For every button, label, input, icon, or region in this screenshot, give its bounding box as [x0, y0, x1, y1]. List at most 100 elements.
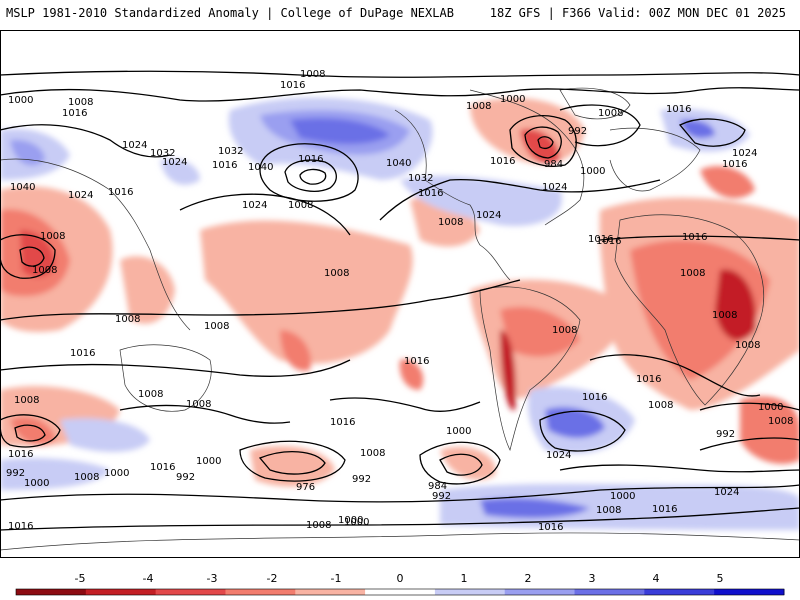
isobar: [258, 451, 326, 475]
positive-anomaly-area: [0, 458, 110, 490]
contour-label: 992: [176, 472, 195, 483]
coastline-greenland: [559, 87, 631, 120]
colorbar-tick-label: -1: [331, 572, 342, 585]
isobar: [699, 402, 800, 411]
contour-label: 1016: [330, 417, 355, 428]
contour-label: 1016: [404, 356, 429, 367]
positive-anomaly-area: [440, 483, 800, 530]
isobar: [0, 124, 171, 158]
contour-label: 1008: [68, 97, 93, 108]
contour-label: 1008: [438, 217, 463, 228]
contour-label: 1032: [150, 148, 175, 159]
contour-label: 1016: [636, 374, 661, 385]
colorbar-swatch: [85, 589, 157, 595]
positive-anomaly-area: [680, 119, 715, 139]
contour-label: 1008: [360, 448, 385, 459]
contour-label: 1016: [490, 156, 515, 167]
model-run-label: 18Z GFS | F366 Valid: 00Z MON DEC 01 202…: [489, 6, 786, 20]
anomaly-map[interactable]: 1008 1000 1016 1008 1024 1032 1024 1016 …: [0, 30, 800, 558]
map-title: MSLP 1981-2010 Standardized Anomaly | Co…: [6, 6, 454, 20]
contour-label: 1008: [74, 472, 99, 483]
contour-label: 1000: [24, 478, 49, 489]
coastline-australia: [119, 344, 212, 412]
colorbar-swatch: [714, 589, 785, 595]
contour-label: 992: [432, 491, 451, 502]
contour-label: 1016: [682, 232, 707, 243]
contour-label: 1000: [446, 426, 471, 437]
isobar: [559, 104, 641, 147]
positive-anomaly-area: [160, 158, 200, 185]
contour-label: 1008: [300, 69, 325, 80]
colorbar-swatch: [295, 589, 366, 595]
contour-label: 992: [6, 468, 25, 479]
isobar: [589, 354, 761, 397]
isobar: [0, 414, 61, 448]
contour-label: 1024: [714, 487, 739, 498]
contour-label: 1016: [652, 504, 677, 515]
contour-label: 1016: [298, 154, 323, 165]
contour-label: 1008: [466, 101, 491, 112]
contour-label: 1000: [344, 517, 369, 528]
map-panel[interactable]: 1008 1000 1016 1008 1024 1032 1024 1016 …: [0, 30, 800, 558]
contour-label: 1008: [596, 505, 621, 516]
contour-label: 1024: [162, 157, 187, 168]
coastline-antarctica: [0, 532, 800, 551]
colorbar-tick-label: 5: [717, 572, 724, 585]
contour-label: 1016: [722, 159, 747, 170]
colorbar-tick-label: 3: [589, 572, 596, 585]
contour-label: 1008: [648, 400, 673, 411]
contour-labels: 1008 1000 1016 1008 1024 1032 1024 1016 …: [6, 69, 793, 533]
isobar: [0, 359, 351, 377]
negative-anomaly-area: [500, 306, 580, 357]
contour-label: 1016: [212, 160, 237, 171]
isobar: [284, 159, 337, 192]
isobar: [439, 453, 483, 476]
contour-label: 1016: [418, 188, 443, 199]
contour-label: 1016: [596, 236, 621, 247]
colorbar-tick-label: -3: [207, 572, 218, 585]
colorbar-swatch: [225, 589, 296, 595]
contour-label: 1024: [546, 450, 571, 461]
contour-label: 1008: [324, 268, 349, 279]
contour-label: 992: [716, 429, 735, 440]
contour-label: 976: [296, 482, 315, 493]
contour-label: 1032: [408, 173, 433, 184]
coastline-africa: [614, 214, 765, 406]
negative-anomaly-area: [10, 416, 55, 445]
contour-label: 1008: [204, 321, 229, 332]
contour-label: 1016: [588, 234, 613, 245]
contour-label: 1016: [8, 449, 33, 460]
contour-label: 1032: [218, 146, 243, 157]
colorbar: -5 -4 -3 -2 -1 0 1 2 3 4 5: [15, 572, 785, 596]
contour-label: 1000: [8, 95, 33, 106]
contour-label: 984: [544, 159, 563, 170]
contour-label: 1008: [40, 231, 65, 242]
isobars: [0, 70, 800, 531]
positive-anomaly-area: [400, 175, 562, 226]
contour-label: 1016: [538, 522, 563, 533]
contour-label: 1040: [10, 182, 35, 193]
colorbar-outline: [15, 588, 785, 596]
colorbar-tick-label: -5: [75, 572, 86, 585]
contour-label: 1000: [758, 402, 783, 413]
contour-label: 1016: [108, 187, 133, 198]
contour-label: 992: [352, 474, 371, 485]
negative-anomaly-area: [250, 446, 335, 487]
contour-label: 1008: [680, 268, 705, 279]
colorbar-ticks: -5 -4 -3 -2 -1 0 1 2 3 4 5: [75, 572, 724, 585]
negative-anomaly-area: [410, 197, 480, 247]
contour-label: 1040: [386, 158, 411, 169]
contour-label: 1008: [32, 265, 57, 276]
anomaly-shading: [0, 97, 800, 530]
contour-label: 1016: [8, 521, 33, 532]
negative-anomaly-area: [399, 359, 424, 390]
contour-label: 1008: [186, 399, 211, 410]
isobar: [0, 234, 56, 279]
coastlines: [0, 87, 800, 551]
contour-label: 1000: [196, 456, 221, 467]
isobar: [299, 168, 327, 185]
isobar: [179, 193, 351, 236]
colorbar-swatch: [644, 589, 715, 595]
negative-anomaly-area: [740, 396, 800, 464]
contour-label: 1000: [104, 468, 129, 479]
